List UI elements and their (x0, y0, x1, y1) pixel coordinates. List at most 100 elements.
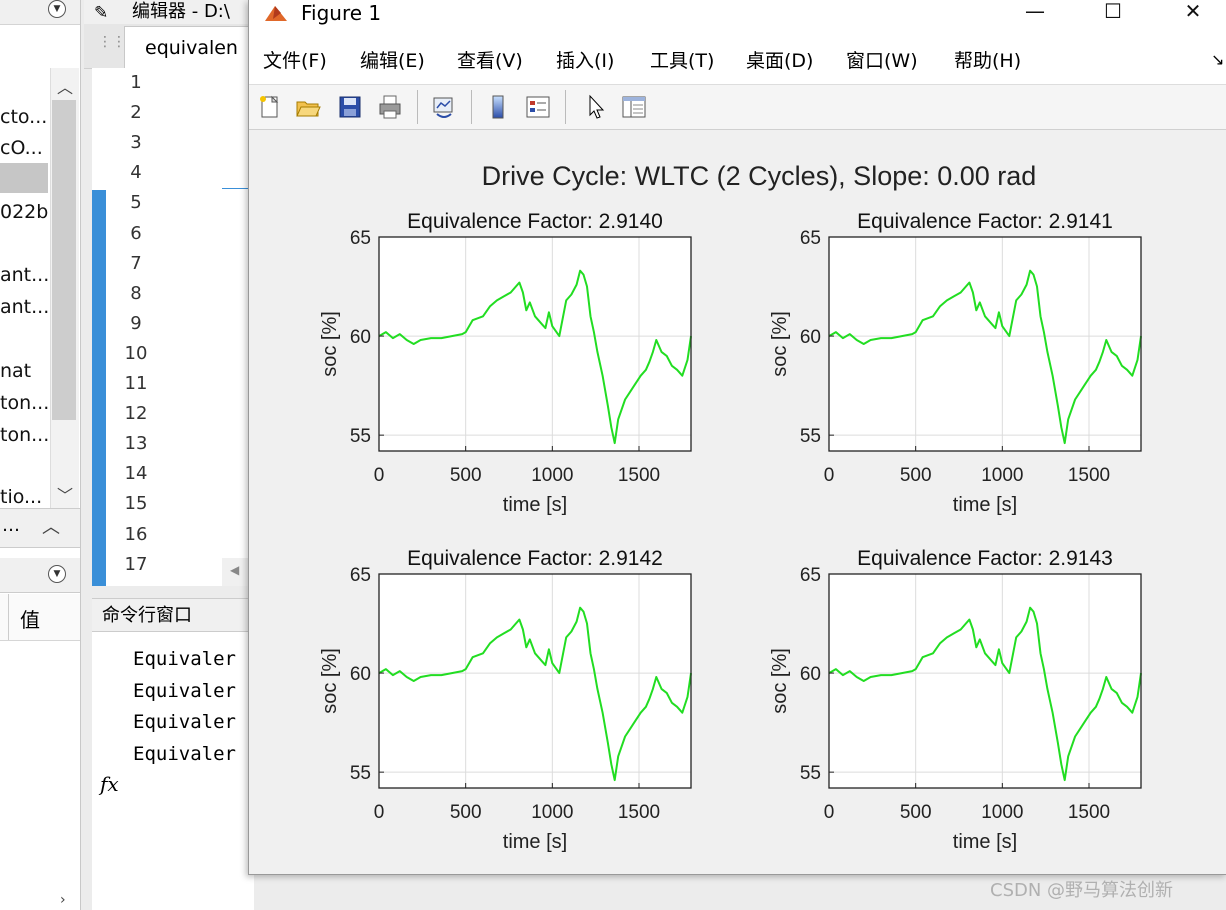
y-axis-label: soc [%] (769, 648, 791, 714)
collapse-up-icon[interactable]: ︿ (42, 517, 60, 538)
file-list-item[interactable]: cO... (0, 137, 43, 159)
workspace-col-value[interactable]: 值 (20, 608, 40, 632)
axes-box (828, 236, 1142, 452)
file-list-item[interactable]: ton... (0, 392, 50, 414)
menu-tools[interactable]: 工具(T) (650, 50, 715, 72)
menu-insert[interactable]: 插入(I) (556, 50, 615, 72)
fx-prompt-icon[interactable]: fx (100, 772, 119, 796)
figure-window: Figure 1 — ☐ ✕ 文件(F) 编辑(E) 查看(V) 插入(I) 工… (248, 0, 1226, 875)
file-list-item[interactable]: nat (0, 360, 32, 382)
axes-background[interactable] (379, 574, 691, 788)
y-tick-label: 65 (800, 565, 821, 586)
menu-file[interactable]: 文件(F) (263, 50, 327, 72)
scroll-down-icon[interactable]: ﹀ (57, 486, 74, 505)
x-tick-label: 0 (824, 802, 835, 823)
file-list-item[interactable]: cto... (0, 106, 48, 128)
matlab-logo-icon (265, 6, 287, 21)
y-tick-label: 60 (350, 664, 371, 685)
line-number: 9 (130, 312, 142, 334)
editor-hscrollbar[interactable]: ◀ (222, 558, 252, 586)
pointer-icon[interactable] (583, 94, 609, 120)
maximize-button[interactable]: ☐ (1104, 0, 1122, 23)
figure-titlebar (249, 0, 1226, 36)
open-file-icon[interactable] (295, 94, 321, 120)
line-number: 3 (130, 132, 142, 154)
y-tick-label: 65 (800, 228, 821, 249)
new-figure-icon[interactable] (257, 94, 283, 120)
y-tick-label: 65 (350, 565, 371, 586)
file-list-item[interactable]: ant.... (0, 264, 50, 286)
y-tick-label: 55 (350, 763, 371, 784)
command-window-header: 命令行窗口 (92, 598, 254, 632)
chevron-right-icon[interactable]: › (60, 892, 66, 908)
file-list-item[interactable]: tio... (0, 486, 43, 508)
link-plot-icon[interactable] (431, 94, 457, 120)
menu-view[interactable]: 查看(V) (457, 50, 523, 72)
subplot-title: Equivalence Factor: 2.9143 (857, 547, 1113, 570)
y-tick-label: 55 (800, 763, 821, 784)
details-ellipsis: … (2, 515, 20, 536)
scroll-left-icon[interactable]: ◀ (230, 563, 240, 577)
command-output-line: Equivaler (133, 648, 236, 670)
x-tick-label: 1000 (981, 802, 1023, 823)
soc-series-line[interactable] (828, 269, 1142, 445)
menu-edit[interactable]: 编辑(E) (360, 50, 425, 72)
axes-background[interactable] (829, 574, 1141, 788)
y-axis-label: soc [%] (319, 648, 341, 714)
line-number: 12 (124, 403, 148, 425)
line-number: 15 (124, 493, 148, 515)
x-tick-label: 0 (824, 465, 835, 486)
print-icon[interactable] (377, 94, 403, 120)
dock-arrow-icon[interactable]: ↘ (1211, 50, 1225, 69)
tab-grip-icon[interactable]: ⋮⋮ (98, 34, 126, 50)
soc-series-line[interactable] (378, 606, 692, 782)
property-editor-icon[interactable] (621, 94, 647, 120)
minimize-button[interactable]: — (1025, 0, 1045, 23)
axes-background[interactable] (379, 237, 691, 451)
line-number: 4 (130, 162, 142, 184)
toolbar-separator (471, 90, 472, 124)
editor-tab-active[interactable]: equivalen (124, 26, 254, 68)
column-divider (8, 594, 9, 640)
y-axis-label: soc [%] (769, 311, 791, 377)
file-list-scroll-thumb[interactable] (52, 100, 76, 420)
details-panel-divider[interactable]: … ︿ (0, 508, 80, 548)
workspace-header: ▼ (0, 558, 80, 593)
soc-series-line[interactable] (378, 269, 692, 445)
y-axis-label: soc [%] (319, 311, 341, 377)
x-axis-label: time [s] (503, 494, 567, 516)
editor-titlebar: ✎ 编辑器 - D:\ (84, 0, 254, 24)
x-axis-label: time [s] (953, 831, 1017, 853)
scroll-up-icon[interactable]: ︿ (57, 78, 74, 97)
axes-background[interactable] (829, 237, 1141, 451)
command-window[interactable] (92, 632, 254, 910)
command-output-line: Equivaler (133, 711, 236, 733)
legend-icon[interactable] (525, 94, 551, 120)
axes-box (828, 573, 1142, 789)
x-tick-label: 0 (374, 465, 385, 486)
menu-desktop[interactable]: 桌面(D) (746, 50, 814, 72)
x-tick-label: 1000 (531, 802, 573, 823)
soc-series-line[interactable] (828, 606, 1142, 782)
close-button[interactable]: ✕ (1184, 0, 1202, 23)
menu-window[interactable]: 窗口(W) (846, 50, 918, 72)
menu-help[interactable]: 帮助(H) (954, 50, 1022, 72)
line-number: 6 (130, 222, 142, 244)
panel-menu-icon[interactable]: ▼ (48, 0, 66, 18)
current-line-marker (222, 188, 252, 189)
x-axis-label: time [s] (503, 831, 567, 853)
file-list-item[interactable]: 022b (0, 201, 49, 223)
file-list-item[interactable]: ton... (0, 424, 50, 446)
subplot-grid: Drive Cycle: WLTC (2 Cycles), Slope: 0.0… (319, 161, 1142, 853)
file-list-item[interactable]: ant.... (0, 296, 50, 318)
editor-text-area[interactable] (222, 68, 252, 586)
command-output-line: Equivaler (133, 742, 236, 765)
y-tick-label: 60 (800, 327, 821, 348)
y-tick-label: 65 (350, 228, 371, 249)
colorbar-icon[interactable] (485, 94, 511, 120)
workspace-menu-icon[interactable]: ▼ (48, 565, 66, 583)
save-icon[interactable] (337, 94, 363, 120)
csdn-watermark: CSDN @野马算法创新 (990, 880, 1174, 901)
y-tick-label: 55 (800, 426, 821, 447)
y-tick-label: 60 (800, 664, 821, 685)
